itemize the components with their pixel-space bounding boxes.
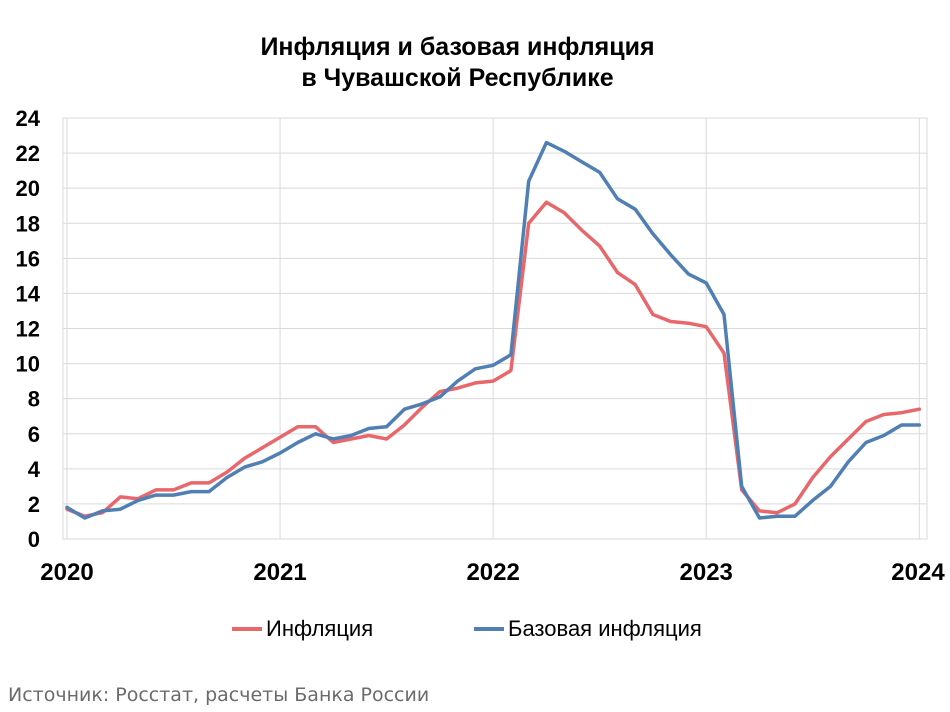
series-line-inflation [65, 200, 922, 518]
x-tick-label: 2024 [891, 559, 945, 586]
legend-item-inflation: Инфляция [232, 614, 373, 644]
y-tick-label: 6 [28, 422, 40, 447]
chart-title-line-2: в Чувашской Республике [301, 64, 614, 92]
y-tick-label: 14 [16, 281, 41, 306]
legend-swatch-core-inflation [474, 627, 504, 631]
y-tick-label: 24 [16, 106, 41, 131]
y-tick-label: 20 [16, 176, 40, 201]
series-lines [65, 140, 922, 520]
y-tick-label: 2 [28, 492, 40, 517]
chart-title: Инфляция и базовая инфляция в Чувашской … [0, 32, 915, 94]
legend-label-inflation: Инфляция [266, 616, 374, 641]
y-tick-label: 18 [16, 211, 40, 236]
y-tick-label: 16 [16, 246, 40, 271]
y-tick-label: 8 [28, 387, 40, 412]
plot-area-border [62, 117, 928, 540]
x-tick-label: 2021 [253, 559, 306, 586]
legend-label-core-inflation: Базовая инфляция [508, 616, 702, 641]
x-tick-label: 2020 [40, 559, 93, 586]
x-tick-label: 2022 [466, 559, 519, 586]
x-tick-label: 2023 [680, 559, 733, 586]
chart-title-line-1: Инфляция и базовая инфляция [260, 33, 655, 61]
y-tick-label: 4 [28, 457, 41, 482]
y-tick-label: 0 [28, 527, 40, 552]
legend-item-core-inflation: Базовая инфляция [474, 614, 702, 644]
series-line-core-inflation [65, 140, 922, 520]
legend-swatch-inflation [232, 627, 262, 631]
x-axis-tick-labels: 2020 2021 2022 2023 2024 [40, 559, 945, 586]
y-tick-label: 10 [16, 352, 40, 377]
gridlines [62, 117, 928, 540]
y-tick-label: 12 [16, 317, 40, 342]
source-note: Источник: Росстат, расчеты Банка России [8, 684, 430, 706]
y-tick-label: 22 [16, 141, 40, 166]
